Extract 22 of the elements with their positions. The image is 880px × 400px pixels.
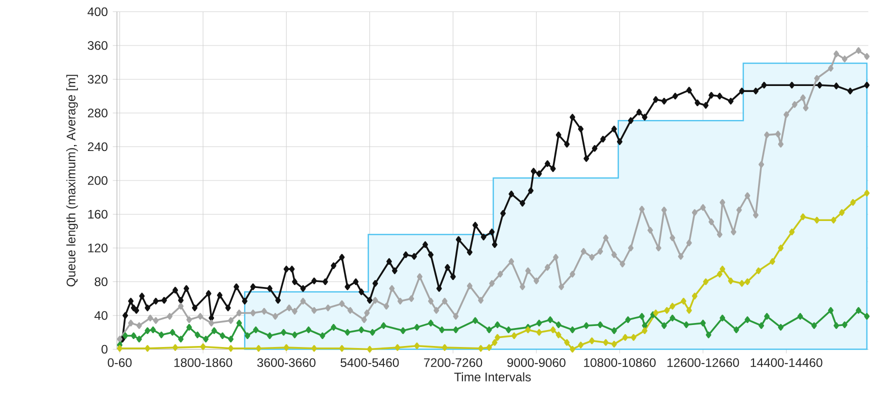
y-tick-label: 120 <box>88 244 108 252</box>
y-tick-label: 400 <box>88 7 108 16</box>
y-tick-label: 240 <box>88 142 108 152</box>
x-tick-label: 7200-7260 <box>424 358 482 367</box>
y-tick-label: 200 <box>88 176 108 185</box>
x-tick-label: 9000-9060 <box>507 358 566 367</box>
x-tick-label: 3600-3660 <box>257 358 316 367</box>
x-tick-label: 10800-10860 <box>584 358 656 367</box>
x-tick-label: 0-60 <box>108 358 132 367</box>
y-tick-label: 80 <box>94 277 108 286</box>
x-tick-label: 12600-12660 <box>667 358 739 367</box>
x-tick-label: 5400-5460 <box>340 358 399 367</box>
y-tick-label: 40 <box>94 311 108 320</box>
y-axis-title: Queue length (maximum), Average [m] <box>66 74 78 286</box>
x-axis-title: Time Intervals <box>454 372 531 382</box>
x-tick-label: 1800-1860 <box>174 358 232 367</box>
y-tick-label: 0 <box>102 344 108 354</box>
y-tick-label: 160 <box>88 210 108 219</box>
y-tick-label: 360 <box>88 41 108 50</box>
y-tick-label: 320 <box>88 74 108 84</box>
y-tick-label: 280 <box>88 108 108 118</box>
x-tick-label: 14400-14460 <box>750 358 822 367</box>
